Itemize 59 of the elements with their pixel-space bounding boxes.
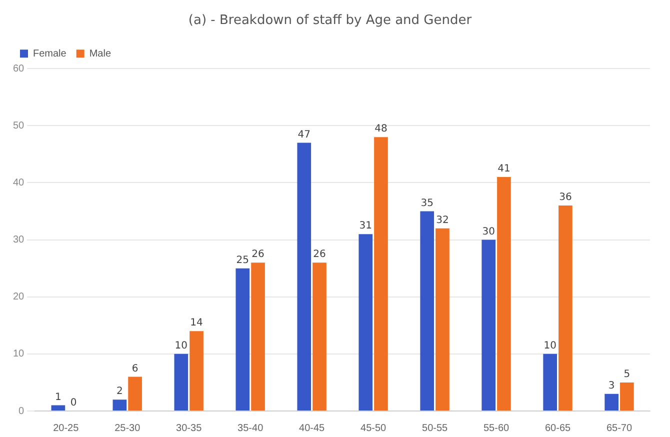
bar — [620, 382, 634, 410]
y-tick-label: 30 — [13, 234, 25, 246]
bar — [236, 268, 250, 410]
data-label: 26 — [313, 249, 326, 260]
bar — [558, 206, 572, 410]
data-label: 32 — [436, 214, 449, 226]
data-label: 10 — [174, 340, 188, 352]
data-label: 30 — [482, 226, 495, 238]
x-tick-label: 45-50 — [360, 422, 387, 434]
bar — [497, 177, 511, 410]
data-label: 48 — [374, 124, 388, 135]
data-label: 47 — [298, 129, 310, 140]
bar — [543, 354, 557, 410]
bar — [482, 240, 496, 410]
x-tick-label: 65-70 — [606, 422, 632, 434]
y-tick-label: 0 — [18, 406, 25, 417]
y-tick-label: 60 — [13, 63, 25, 74]
data-label: 3 — [608, 380, 615, 392]
data-label: 2 — [116, 386, 123, 398]
x-tick-label: 55-60 — [483, 422, 510, 434]
data-label: 41 — [498, 164, 510, 175]
y-tick-label: 20 — [13, 292, 25, 303]
data-label: 31 — [359, 220, 372, 232]
x-tick-label: 25-30 — [114, 422, 141, 434]
data-label: 26 — [252, 249, 264, 260]
data-label: 0 — [70, 398, 77, 409]
x-tick-label: 30-35 — [176, 422, 202, 434]
data-label: 5 — [624, 369, 630, 380]
legend-label: Female — [33, 48, 67, 60]
bar — [51, 405, 66, 410]
x-tick-label: 60-65 — [544, 422, 571, 434]
bar — [420, 211, 434, 410]
bar — [128, 376, 142, 410]
data-label: 14 — [190, 318, 203, 329]
legend-label: Male — [89, 48, 112, 60]
data-label: 1 — [54, 392, 62, 403]
bar — [297, 142, 312, 410]
data-label: 36 — [559, 192, 572, 204]
x-tick-label: 50-55 — [422, 422, 448, 434]
x-tick-label: 20-25 — [53, 422, 80, 434]
bar — [604, 394, 618, 410]
bar — [112, 400, 127, 410]
bar — [251, 262, 265, 410]
data-label: 6 — [132, 363, 138, 374]
bar — [174, 354, 188, 410]
bar — [374, 137, 388, 410]
bar — [190, 331, 204, 410]
bar — [312, 262, 326, 410]
data-label: 10 — [544, 340, 556, 352]
y-tick-label: 40 — [13, 177, 25, 188]
bar — [358, 234, 373, 410]
data-label: 35 — [420, 198, 434, 209]
x-tick-label: 35-40 — [238, 422, 264, 434]
x-tick-label: 40-45 — [299, 422, 326, 434]
bar — [436, 228, 450, 410]
y-tick-label: 50 — [13, 120, 25, 132]
chart-title: (a) - Breakdown of staff by Age and Gender — [188, 13, 472, 28]
data-label: 25 — [236, 254, 250, 266]
y-tick-label: 10 — [13, 348, 25, 360]
